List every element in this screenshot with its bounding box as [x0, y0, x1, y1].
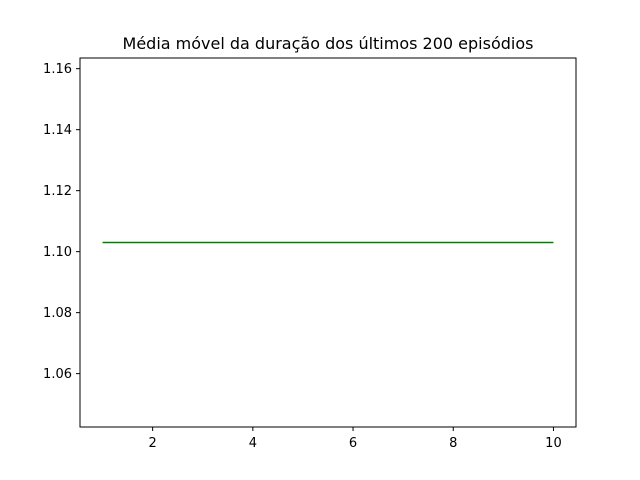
- x-axis: 2 4 6 8 10: [149, 427, 562, 451]
- x-tick-label: 6: [349, 436, 357, 451]
- y-tick-label: 1.10: [43, 245, 72, 260]
- y-tick-label: 1.14: [43, 123, 72, 138]
- y-tick-label: 1.16: [43, 62, 72, 77]
- y-tick-label: 1.12: [43, 184, 72, 199]
- x-tick-label: 10: [545, 436, 562, 451]
- x-tick-label: 4: [249, 436, 257, 451]
- x-tick-label: 8: [449, 436, 457, 451]
- x-tick-label: 2: [149, 436, 157, 451]
- y-tick-label: 1.08: [43, 306, 72, 321]
- y-tick-label: 1.06: [43, 367, 72, 382]
- y-axis: 1.06 1.08 1.10 1.12 1.14 1.16: [43, 62, 80, 382]
- plot-frame: [79, 57, 577, 428]
- chart-title: Média móvel da duração dos últimos 200 e…: [123, 34, 534, 53]
